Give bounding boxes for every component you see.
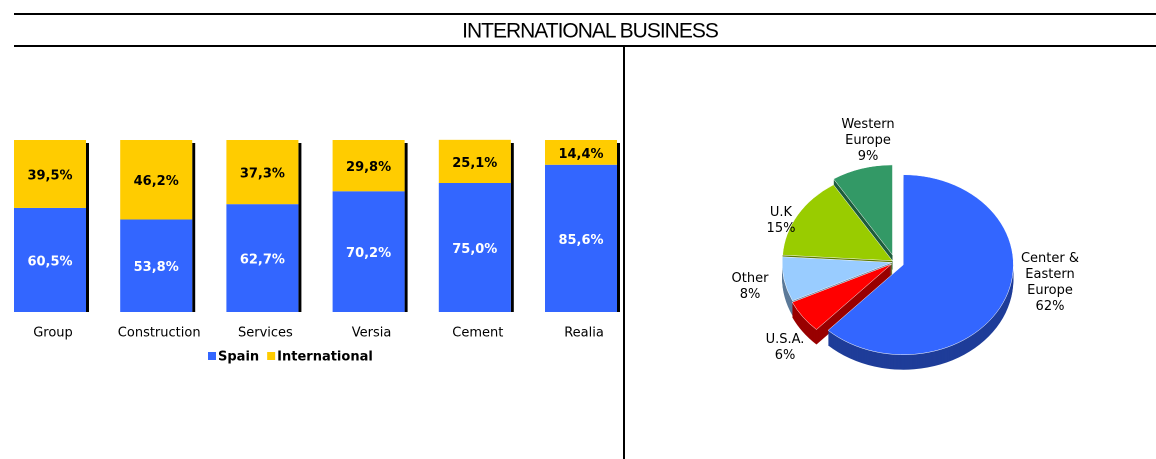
bar-segment (14, 207, 86, 312)
value-label: 25,1% (452, 156, 497, 171)
value-label: 75,0% (452, 242, 497, 257)
x-tick-label: Realia (564, 326, 604, 341)
pie-slice (791, 263, 892, 330)
bar-segment (438, 183, 511, 312)
bar-segment (332, 140, 405, 192)
bar-segment (332, 191, 405, 312)
x-tick-label: Cement (452, 326, 503, 341)
bar-shadow (510, 143, 514, 312)
pie-slice (781, 256, 893, 302)
value-label: 53,8% (134, 260, 179, 275)
value-label: 62,7% (240, 253, 285, 268)
value-label: 37,3% (240, 167, 285, 182)
pie-label-value: 8% (739, 287, 761, 302)
legend: Spain International (208, 350, 373, 365)
pie-label-name: U.S.A. (765, 332, 805, 347)
legend-swatch (267, 352, 276, 360)
value-label: 70,2% (346, 246, 391, 261)
pie-label-name: Other (731, 271, 769, 286)
legend-swatch (208, 352, 216, 360)
x-tick-label: Services (238, 326, 293, 341)
value-label: 85,6% (558, 233, 603, 248)
pie-label: Western Europe 9% (828, 117, 908, 165)
bar-segment (545, 140, 617, 165)
pie-slice (827, 174, 1014, 355)
title: INTERNATIONAL BUSINESS (462, 20, 719, 43)
x-tick-label: Group (33, 326, 73, 341)
bar-shadow (86, 143, 89, 312)
pie-label-name: Western Europe (841, 117, 895, 148)
bar-shadow (617, 143, 620, 312)
bar-segment (120, 219, 193, 312)
bar-segment (226, 140, 299, 205)
value-label: 29,8% (346, 160, 391, 175)
pie-slice (782, 184, 893, 262)
bar-segment (14, 140, 86, 208)
pie-label-name: Center & Eastern Europe (1020, 251, 1080, 298)
pie-label: U.K 15% (751, 205, 811, 237)
value-label: 46,2% (134, 174, 179, 189)
bar-shadow (404, 143, 408, 312)
pie-slice (833, 164, 893, 256)
bar-segment (120, 140, 193, 220)
x-tick-label: Construction (118, 326, 201, 341)
bar-segment (438, 139, 511, 183)
pie-label-name: U.K (769, 205, 793, 220)
legend-label: International (277, 350, 373, 365)
pie-label: Other 8% (720, 271, 780, 303)
pie-label-value: 9% (857, 149, 879, 164)
legend-label: Spain (218, 350, 259, 365)
pie-label-value: 62% (1035, 299, 1065, 314)
pie-label-value: 15% (766, 221, 796, 236)
pie-label-value: 6% (774, 348, 796, 363)
value-label: 39,5% (27, 168, 72, 183)
value-label: 60,5% (27, 254, 72, 269)
x-tick-label: Versia (352, 326, 392, 341)
bar-shadow (192, 143, 196, 312)
bar-segment (545, 164, 617, 312)
bar-segment (226, 204, 299, 312)
pie-label: Center & Eastern Europe 62% (1010, 251, 1090, 315)
pie-label: U.S.A. 6% (755, 332, 815, 364)
bar-shadow (298, 143, 302, 312)
value-label: 14,4% (558, 147, 603, 162)
